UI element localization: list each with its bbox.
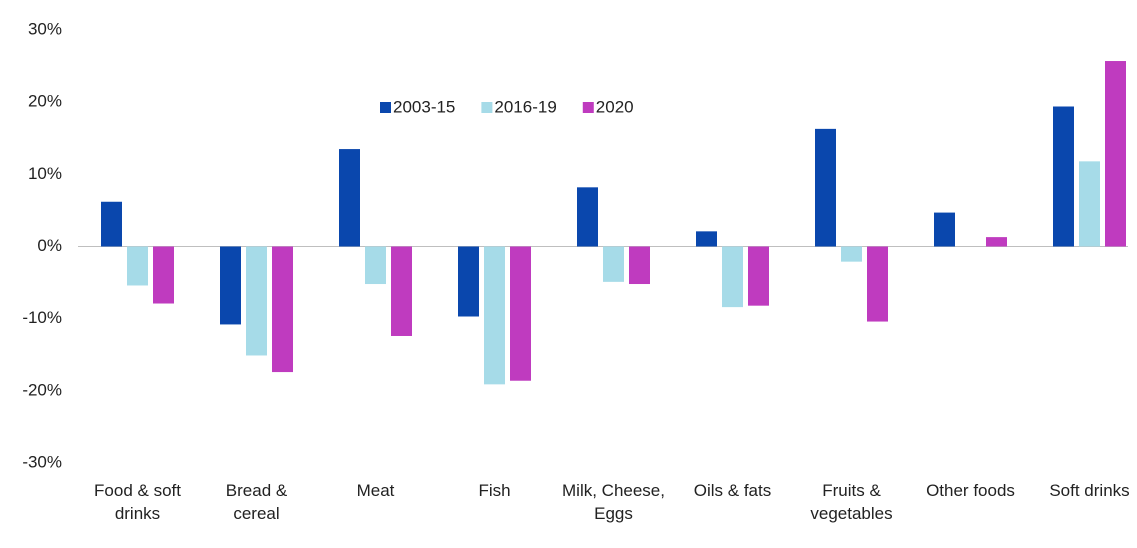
y-tick-label: 0% [37, 236, 62, 255]
bar [272, 246, 293, 373]
y-tick-label: 10% [28, 164, 62, 183]
x-tick-label: Fruits & vegetables [810, 481, 893, 523]
bar [696, 231, 717, 247]
bar [246, 246, 267, 356]
bar [722, 246, 743, 308]
bar [629, 246, 650, 285]
bar [365, 246, 386, 285]
legend-swatch [380, 102, 391, 113]
bar [815, 128, 836, 247]
x-tick-label: Fish [478, 481, 511, 500]
x-tick-label: Other foods [926, 481, 1015, 500]
bar [1105, 61, 1126, 247]
x-tick-label: Bread & cereal [225, 481, 288, 523]
legend-swatch [582, 102, 594, 113]
bar [603, 246, 624, 282]
bar [986, 237, 1007, 247]
bar [220, 246, 241, 325]
x-tick-label: Milk, Cheese, Eggs [562, 481, 665, 523]
y-tick-label: -20% [22, 380, 62, 399]
x-tick-label: Meat [356, 481, 395, 500]
x-tick-label: Soft drinks [1049, 481, 1130, 500]
x-tick-label: Food & soft drinks [94, 481, 181, 523]
y-tick-label: 20% [28, 92, 62, 111]
bar [484, 246, 505, 385]
y-tick-label: 30% [28, 19, 62, 38]
y-tick-label: -10% [22, 308, 62, 327]
bar [934, 212, 955, 247]
bar [101, 201, 122, 247]
x-tick-label: Oils & fats [693, 481, 772, 500]
bar [748, 246, 769, 306]
bar [867, 246, 888, 322]
bar [841, 246, 862, 262]
bar [510, 246, 531, 381]
legend-label: 2003-15 [393, 97, 455, 116]
bar [1053, 106, 1074, 247]
bar [458, 246, 479, 317]
bar [339, 149, 360, 247]
bar [391, 246, 412, 336]
bar [153, 246, 174, 304]
y-tick-label: -30% [22, 452, 62, 471]
bar [127, 246, 148, 286]
legend-swatch [481, 102, 493, 113]
legend-label: 2020 [596, 97, 634, 116]
bar [1079, 161, 1100, 247]
bar [577, 187, 598, 247]
legend-label: 2016-19 [494, 97, 556, 116]
